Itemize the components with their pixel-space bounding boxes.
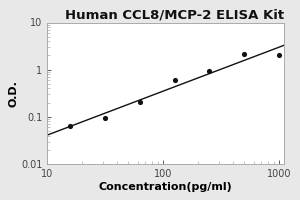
Point	[137, 100, 142, 103]
Point	[242, 53, 247, 56]
Point	[277, 54, 282, 57]
Text: Human CCL8/MCP-2 ELISA Kit: Human CCL8/MCP-2 ELISA Kit	[65, 8, 284, 21]
Point	[207, 70, 212, 73]
Y-axis label: O.D.: O.D.	[8, 80, 18, 107]
Point	[68, 125, 72, 128]
Point	[172, 79, 177, 82]
Point	[102, 117, 107, 120]
X-axis label: Concentration(pg/ml): Concentration(pg/ml)	[99, 182, 232, 192]
